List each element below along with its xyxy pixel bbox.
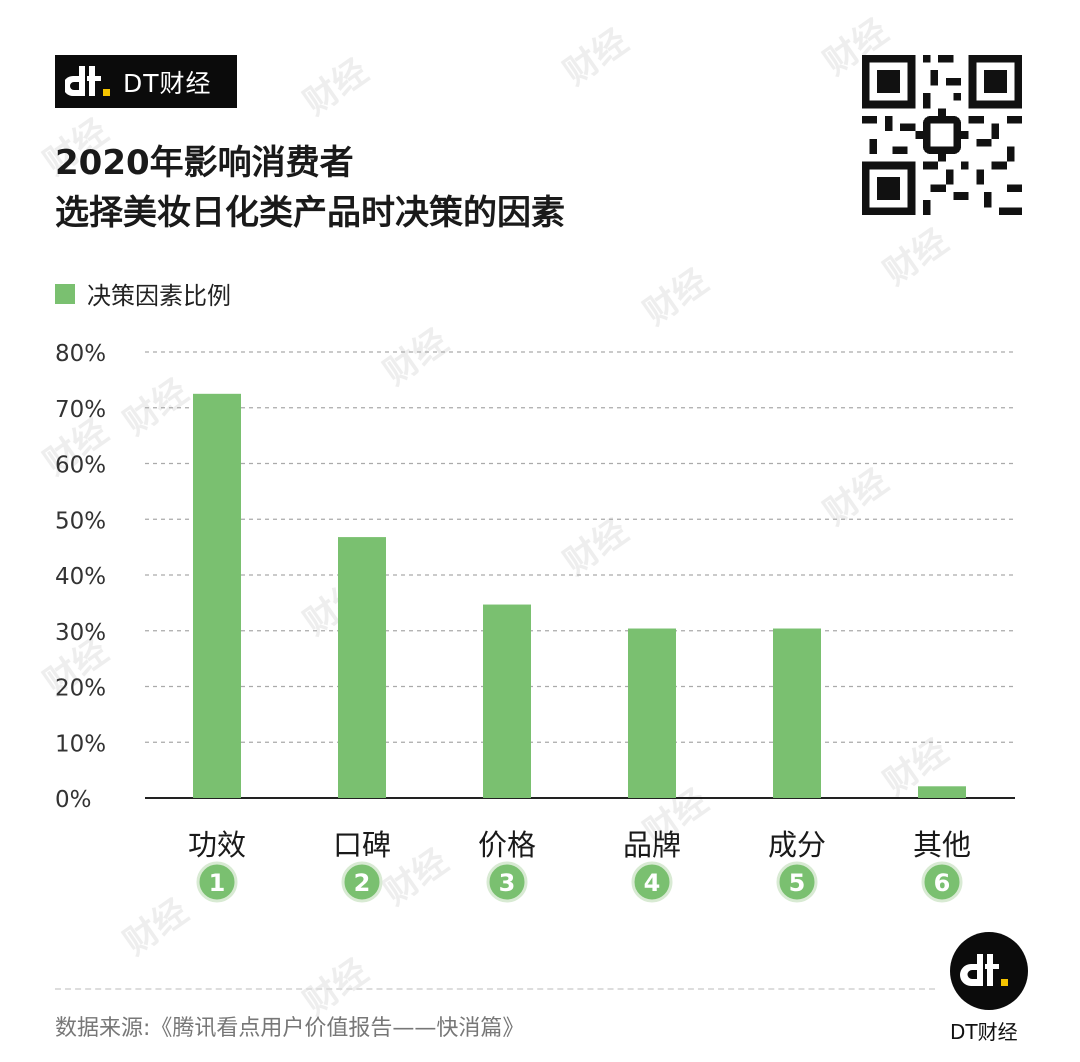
category-number-badge <box>486 861 528 903</box>
bar <box>193 393 241 798</box>
dt-logo-icon <box>960 954 1008 986</box>
footer-divider <box>55 988 935 990</box>
bar <box>338 537 386 798</box>
x-tick-label: 其他 <box>913 828 971 862</box>
y-tick-label: 20% <box>55 676 106 702</box>
bar <box>773 628 821 798</box>
chart-title: 2020年影响消费者 选择美妆日化类产品时决策的因素 <box>55 138 565 238</box>
brand-name: DT财经 <box>123 68 212 98</box>
y-tick-label: 70% <box>55 397 106 423</box>
x-tick-label: 口碑 <box>333 828 391 862</box>
source-note: 数据来源:《腾讯看点用户价值报告——快消篇》 <box>55 1016 525 1041</box>
category-number-badge <box>196 861 238 903</box>
x-tick-label: 品牌 <box>623 828 681 862</box>
footer-brand: DT财经 <box>950 1020 1018 1044</box>
dt-circle-logo <box>950 932 1028 1010</box>
legend-swatch <box>55 283 75 304</box>
dt-logo-icon <box>65 65 110 96</box>
category-number-badge <box>776 861 818 903</box>
y-tick-label: 50% <box>55 508 106 534</box>
chart-title-line2: 选择美妆日化类产品时决策的因素 <box>55 193 565 233</box>
category-number: 3 <box>499 869 516 897</box>
category-number-badge <box>921 861 963 903</box>
x-tick-label: 价格 <box>478 828 536 862</box>
y-tick-label: 10% <box>55 731 106 757</box>
category-number: 5 <box>789 869 806 897</box>
category-number-badge <box>631 861 673 903</box>
category-number: 1 <box>209 869 226 897</box>
chart-title-line1: 2020年影响消费者 <box>55 143 354 183</box>
bar <box>918 786 966 798</box>
bar <box>628 628 676 798</box>
category-number: 4 <box>644 869 661 897</box>
y-tick-label: 80% <box>55 341 106 367</box>
qr-code <box>862 55 1022 215</box>
y-tick-label: 60% <box>55 453 106 479</box>
chart-legend: 决策因素比例 <box>55 276 231 311</box>
brand-badge: DT财经 <box>55 55 237 108</box>
category-number-badge <box>341 861 383 903</box>
legend-label: 决策因素比例 <box>87 282 231 310</box>
category-number: 2 <box>354 869 371 897</box>
y-tick-label: 0% <box>55 787 92 813</box>
y-tick-label: 40% <box>55 564 106 590</box>
category-number: 6 <box>934 869 951 897</box>
bar <box>483 604 531 798</box>
x-tick-label: 功效 <box>188 828 246 862</box>
x-tick-label: 成分 <box>768 828 826 862</box>
y-tick-label: 30% <box>55 620 106 646</box>
